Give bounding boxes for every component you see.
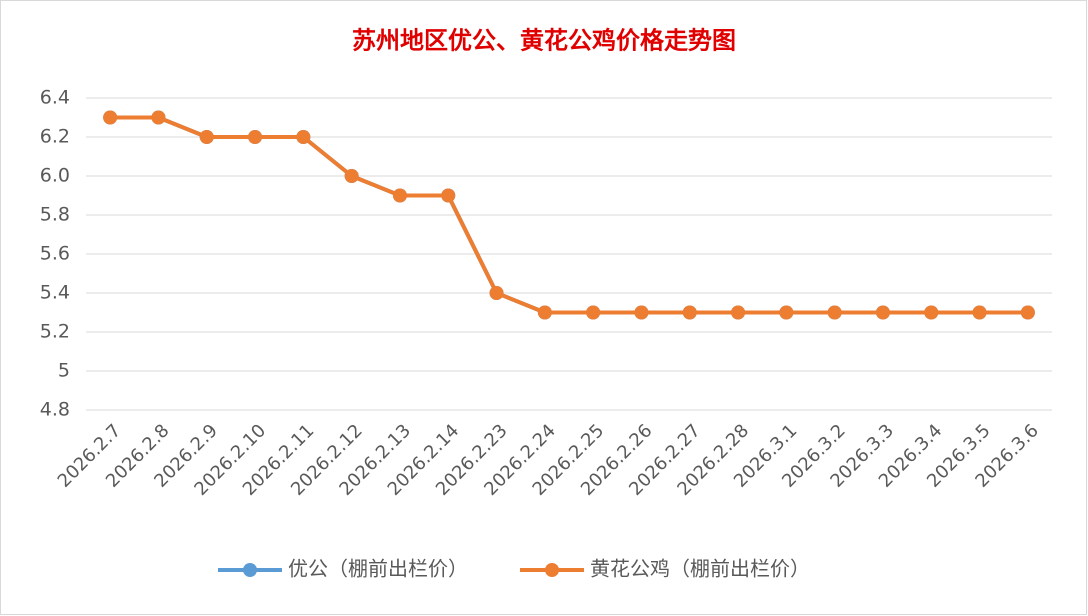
data-point xyxy=(199,130,214,144)
data-point xyxy=(489,286,504,300)
legend-label: 黄花公鸡（棚前出栏价） xyxy=(590,557,810,581)
y-tick-label: 6.4 xyxy=(40,87,70,109)
data-point xyxy=(827,305,842,320)
data-point xyxy=(344,169,359,183)
data-point xyxy=(779,305,794,320)
data-point xyxy=(731,305,746,320)
data-point xyxy=(972,305,987,320)
y-tick-label: 4.8 xyxy=(40,399,70,421)
chart-title: 苏州地区优公、黄花公鸡价格走势图 xyxy=(352,26,736,55)
data-point xyxy=(296,130,311,144)
legend-label: 优公（棚前出栏价） xyxy=(288,557,468,581)
data-point xyxy=(1020,305,1035,320)
data-point xyxy=(682,305,697,320)
y-tick-label: 6.0 xyxy=(40,165,70,187)
series-line xyxy=(110,115,1028,315)
data-point xyxy=(103,110,118,125)
data-point xyxy=(924,305,939,320)
y-tick-label: 5 xyxy=(58,360,70,382)
y-tick-label: 6.2 xyxy=(40,126,70,148)
data-point xyxy=(634,305,649,320)
data-point xyxy=(586,305,601,320)
data-point xyxy=(441,188,456,203)
data-point xyxy=(537,305,552,320)
legend-marker xyxy=(545,563,559,577)
data-point xyxy=(875,305,890,320)
data-point xyxy=(392,188,407,203)
y-tick-label: 5.4 xyxy=(40,282,70,304)
y-tick-label: 5.8 xyxy=(40,204,70,226)
data-point xyxy=(248,130,263,144)
y-tick-label: 5.2 xyxy=(40,321,70,343)
legend-marker xyxy=(243,563,257,577)
data-point xyxy=(151,110,166,125)
y-tick-label: 5.6 xyxy=(40,243,70,265)
